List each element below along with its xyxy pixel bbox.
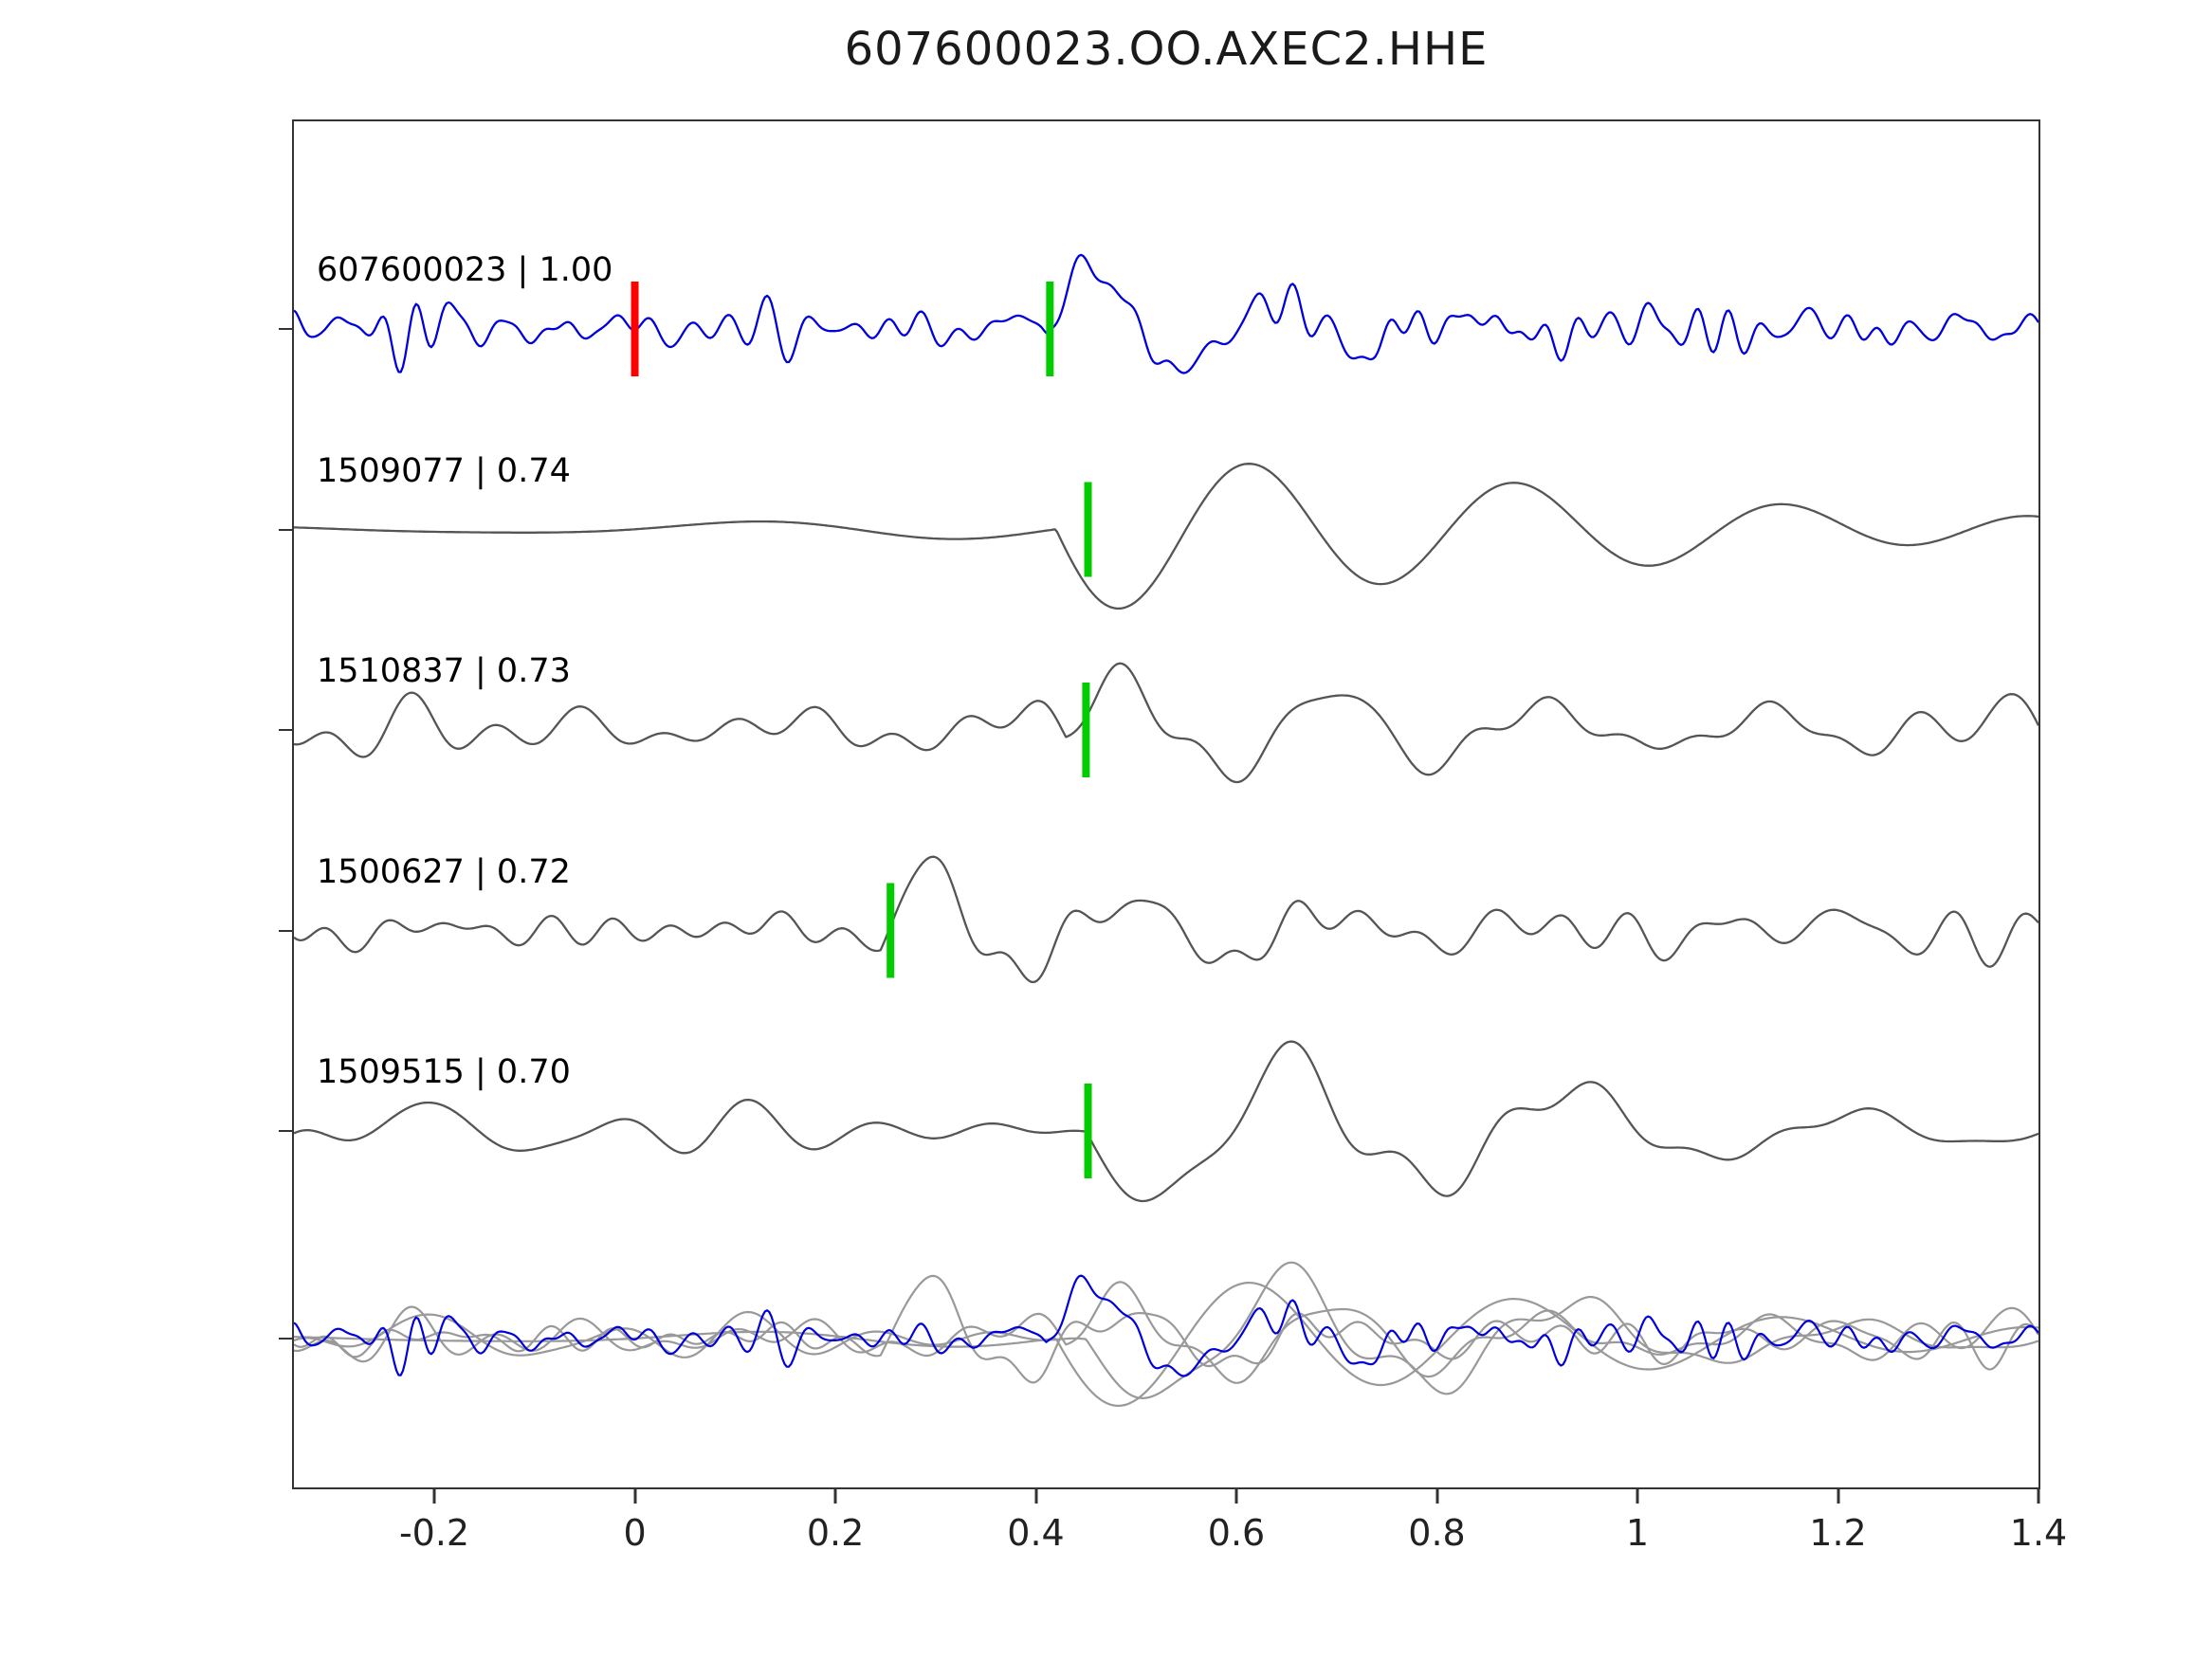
- x-tick-label: 0.8: [1408, 1512, 1466, 1554]
- y-tick-mark: [279, 729, 292, 731]
- trace-waveform-1509515: [294, 1040, 2038, 1203]
- x-tick-mark: [1034, 1489, 1038, 1504]
- y-tick-mark: [279, 1338, 292, 1340]
- x-tick-mark: [633, 1489, 637, 1504]
- y-tick-mark: [279, 528, 292, 531]
- overlay-trace-1500627: [294, 1274, 2038, 1384]
- x-tick-mark: [1837, 1489, 1839, 1504]
- x-tick-mark: [1636, 1489, 1639, 1504]
- trace-label-5: 1509515 | 0.70: [317, 1053, 571, 1091]
- x-tick-label: -0.2: [398, 1512, 470, 1554]
- overlay-trace-1510837: [294, 1281, 2038, 1384]
- overlay-trace-1509515: [294, 1261, 2038, 1400]
- y-tick-mark: [279, 929, 292, 932]
- trace-waveform-1500627: [294, 855, 2038, 984]
- x-tick-mark: [1234, 1489, 1238, 1504]
- x-tick-label: 0.6: [1207, 1512, 1266, 1554]
- trace-label-4: 1500627 | 0.72: [317, 852, 571, 891]
- trace-label-3: 1510837 | 0.73: [317, 652, 571, 690]
- trace-waveform-1509077: [294, 463, 2038, 611]
- x-tick-label: 0: [623, 1512, 647, 1554]
- x-tick-mark: [2037, 1489, 2040, 1504]
- overlay-trace-607600023: [294, 1274, 2038, 1377]
- trace-waveform-1510837: [294, 662, 2038, 784]
- y-tick-mark: [279, 1130, 292, 1132]
- trace-label-2: 1509077 | 0.74: [317, 451, 571, 490]
- x-tick-label: 1.4: [2009, 1512, 2068, 1554]
- x-tick-label: 1.2: [1809, 1512, 1867, 1554]
- x-tick-label: 0.2: [806, 1512, 865, 1554]
- x-tick-mark: [432, 1489, 436, 1504]
- x-tick-label: 1: [1625, 1512, 1650, 1554]
- y-tick-mark: [279, 328, 292, 330]
- plot-area: 607600023 | 1.00 1509077 | 0.74 1510837 …: [279, 119, 2040, 1489]
- x-axis: -0.2 0 0.2 0.4 0.6 0.8 1 1.2 1.4: [294, 1489, 2067, 1575]
- x-tick-mark: [833, 1489, 837, 1504]
- trace-label-1: 607600023 | 1.00: [317, 251, 613, 289]
- x-tick-mark: [1435, 1489, 1439, 1504]
- chart-title: 607600023.OO.AXEC2.HHE: [844, 23, 1489, 76]
- waveform-svg: [294, 253, 2038, 1408]
- trace-waveform-607600023: [294, 253, 2038, 374]
- x-tick-label: 0.4: [1007, 1512, 1065, 1554]
